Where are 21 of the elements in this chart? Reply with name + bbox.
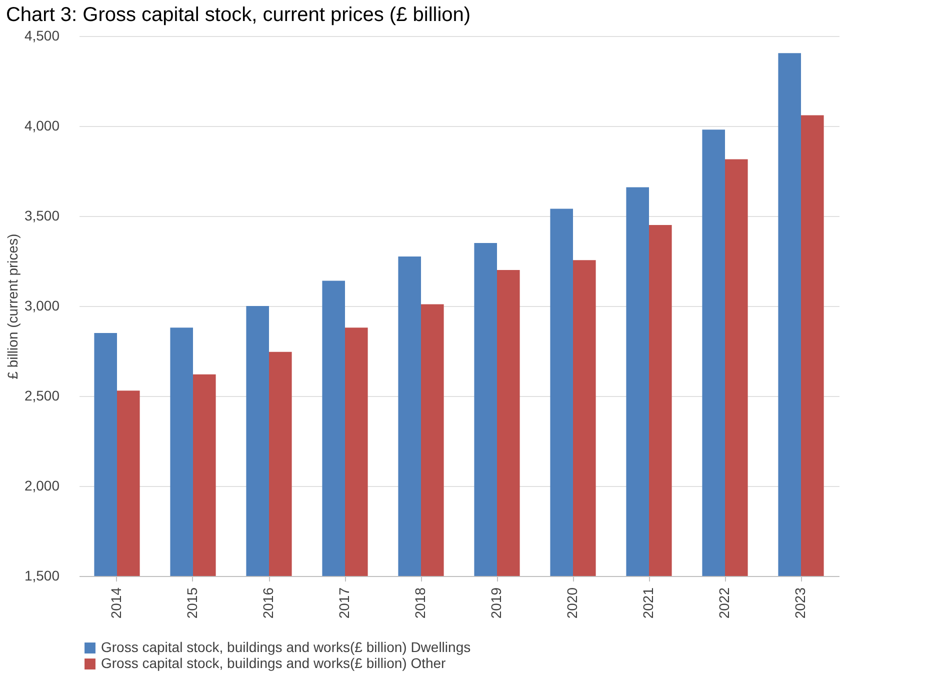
x-tick-label: 2020 (564, 587, 580, 619)
x-tick-label: 2015 (184, 587, 200, 619)
legend-label: Gross capital stock, buildings and works(£ billion) Other (101, 655, 446, 671)
y-tick-label: 3,500 (24, 208, 60, 224)
x-tick-label: 2023 (792, 587, 808, 619)
y-tick-label: 2,000 (24, 478, 60, 494)
y-tick-label: 4,500 (24, 28, 60, 44)
x-tick-label: 2022 (716, 587, 732, 619)
y-tick-label: 3,000 (24, 298, 60, 314)
x-tick-label: 2014 (108, 587, 124, 619)
legend-label: Gross capital stock, buildings and works(£ billion) Dwellings (101, 639, 471, 655)
y-tick-label: 4,000 (24, 118, 60, 134)
chart-title: Chart 3: Gross capital stock, current prices (£ billion) (6, 4, 471, 26)
x-tick-label: 2016 (260, 587, 276, 619)
y-tick-label: 1,500 (24, 568, 60, 584)
y-tick-label: 2,500 (24, 388, 60, 404)
y-axis-title: £ billion (current prices) (4, 234, 20, 380)
x-tick-label: 2018 (412, 587, 428, 619)
x-tick-label: 2017 (336, 587, 352, 619)
x-tick-label: 2019 (488, 587, 504, 619)
x-tick-label: 2021 (640, 587, 656, 619)
